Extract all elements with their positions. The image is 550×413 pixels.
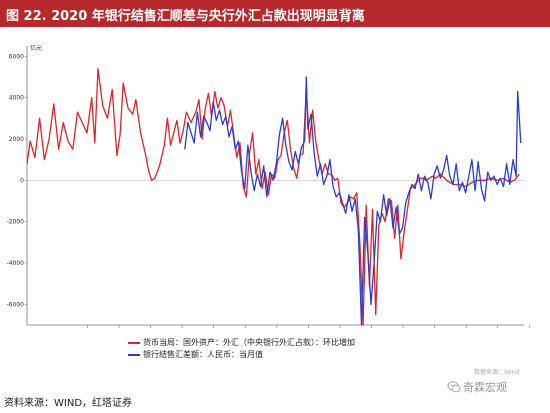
y-tick-label: -2000 bbox=[7, 219, 25, 226]
legend-item-series-2: 银行结售汇差额：人民币：当月值 bbox=[128, 349, 355, 361]
y-tick-label: 2000 bbox=[9, 136, 24, 143]
legend: 货币当局：国外资产：外汇（中央银行外汇占款）：环比增加 银行结售汇差额：人民币：… bbox=[128, 337, 355, 361]
line-chart: 亿元 6000 4000 2000 0 -2000 -4000 -6000 06-1207-… bbox=[7, 44, 530, 328]
y-tick-label: 0 bbox=[20, 177, 24, 184]
brand-badge: 奇霖宏观 bbox=[447, 379, 547, 395]
legend-label-series-1: 货币当局：国外资产：外汇（中央银行外汇占款）：环比增加 bbox=[143, 338, 355, 347]
y-tick-label: 6000 bbox=[9, 53, 24, 60]
y-tick-label: -4000 bbox=[7, 260, 25, 267]
legend-swatch-blue bbox=[128, 353, 140, 356]
series-line-2 bbox=[184, 76, 522, 326]
figure-title: 图 22. 2020 年银行结售汇顺差与央行外汇占款出现明显背离 bbox=[6, 9, 365, 24]
series-line-1 bbox=[26, 68, 520, 326]
y-axis-unit: 亿元 bbox=[30, 44, 42, 52]
legend-item-series-1: 货币当局：国外资产：外汇（中央银行外汇占款）：环比增加 bbox=[128, 337, 355, 349]
source-note: 资料来源：WIND，红塔证券 bbox=[4, 398, 133, 409]
y-tick-label: -6000 bbox=[7, 301, 25, 308]
y-tick-label: 4000 bbox=[9, 95, 24, 102]
data-source-watermark: 数据来源：Wind bbox=[474, 369, 520, 376]
x-tick-labels: 06-1207-1208-1209-1210-1211-1212-1213-12… bbox=[87, 325, 530, 328]
brand-name: 奇霖宏观 bbox=[463, 381, 507, 394]
y-tick-labels: 6000 4000 2000 0 -2000 -4000 -6000 bbox=[7, 53, 27, 308]
axes: 亿元 bbox=[26, 44, 524, 326]
legend-label-series-2: 银行结售汇差额：人民币：当月值 bbox=[143, 350, 263, 359]
wechat-icon bbox=[447, 381, 461, 393]
legend-swatch-red bbox=[128, 341, 140, 344]
series-lines bbox=[26, 68, 522, 326]
figure-title-bar: 图 22. 2020 年银行结售汇顺差与央行外汇占款出现明显背离 bbox=[0, 0, 550, 27]
